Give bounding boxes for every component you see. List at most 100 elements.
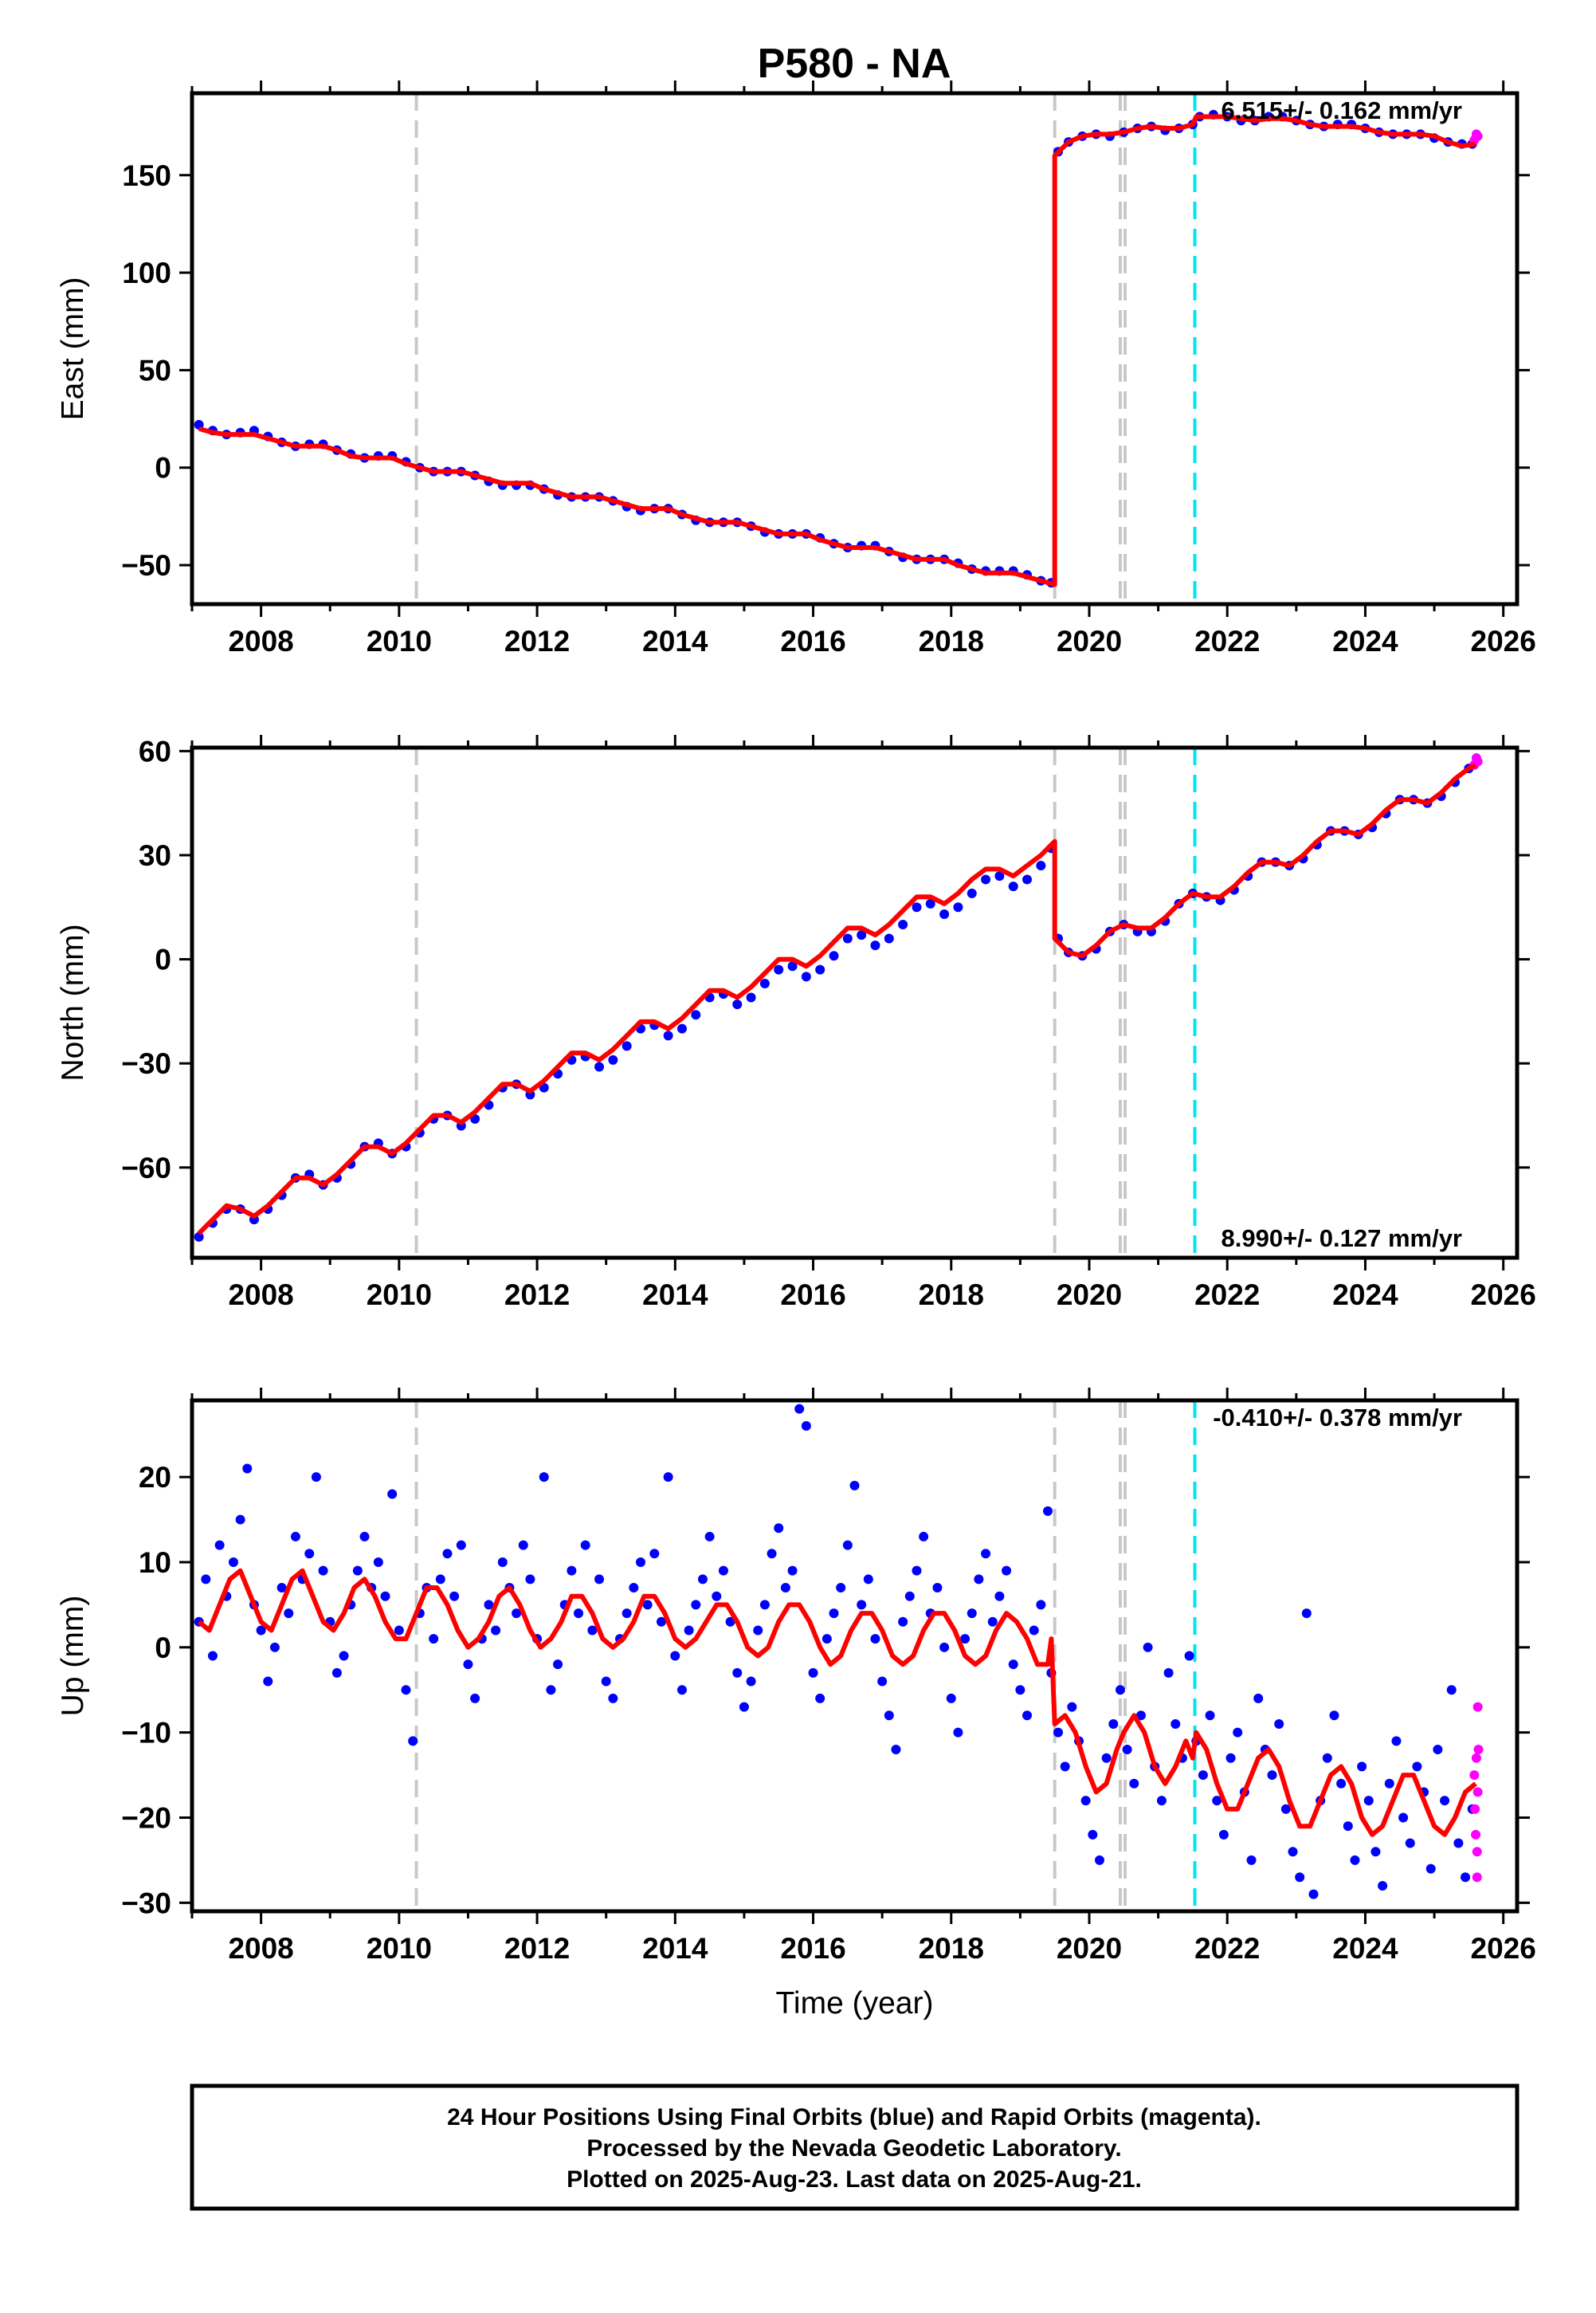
up-final-point-88: [801, 1421, 811, 1431]
up-final-point-157: [1274, 1718, 1284, 1729]
north-final-point-35: [676, 1023, 687, 1034]
up-final-point-80: [746, 1676, 756, 1687]
north-final-point-30: [608, 1054, 618, 1065]
up-y-tick-label-5: 20: [139, 1461, 171, 1494]
up-final-point-148: [1212, 1796, 1222, 1806]
up-rapid-point-8: [1473, 1745, 1484, 1755]
up-final-point-60: [608, 1693, 618, 1703]
up-final-point-75: [712, 1591, 722, 1601]
up-final-point-97: [863, 1574, 873, 1585]
east-y-tick-label-0: −50: [121, 549, 171, 582]
figure-title: P580 - NA: [758, 41, 951, 87]
up-final-point-40: [470, 1693, 480, 1703]
up-final-point-130: [1088, 1829, 1098, 1840]
up-final-point-26: [373, 1557, 383, 1567]
east-plot-area: [194, 93, 1483, 604]
up-final-point-87: [794, 1404, 805, 1414]
north-final-point-58: [994, 871, 1005, 882]
east-x-tick-label-2024: 2024: [1332, 625, 1398, 658]
up-final-point-65: [642, 1600, 653, 1610]
up-final-point-183: [1453, 1838, 1464, 1848]
up-final-point-92: [829, 1608, 839, 1619]
north-final-point-47: [842, 933, 853, 944]
up-final-point-153: [1246, 1855, 1257, 1865]
up-final-point-158: [1280, 1804, 1291, 1814]
east-y-tick-label-2: 50: [139, 354, 171, 387]
up-rapid-point-0: [1469, 1770, 1480, 1781]
up-final-point-17: [311, 1472, 321, 1482]
up-final-point-116: [994, 1591, 1005, 1601]
up-final-point-102: [898, 1616, 908, 1627]
up-final-point-159: [1288, 1847, 1298, 1857]
up-final-point-48: [525, 1574, 535, 1585]
north-rate-text: 8.990+/- 0.127 mm/yr: [1222, 1224, 1462, 1252]
up-final-point-66: [649, 1549, 660, 1559]
north-y-axis-label: North (mm): [56, 924, 90, 1081]
up-final-point-164: [1322, 1753, 1332, 1763]
up-final-point-27: [380, 1591, 390, 1601]
up-final-point-86: [787, 1565, 798, 1576]
up-final-point-9: [256, 1625, 266, 1636]
up-final-point-144: [1184, 1651, 1194, 1661]
up-final-point-89: [808, 1667, 818, 1678]
up-final-point-125: [1053, 1727, 1064, 1738]
up-final-point-96: [857, 1600, 867, 1610]
north-x-tick-label-2026: 2026: [1471, 1278, 1536, 1311]
up-final-point-121: [1029, 1625, 1039, 1636]
up-panel: 2008 2010 2012 2014 2016 2018 2020 2022 2024 2026…: [56, 1388, 1536, 2020]
up-final-point-166: [1336, 1778, 1347, 1789]
up-final-point-147: [1205, 1710, 1215, 1721]
up-rapid-point-6: [1472, 1702, 1483, 1712]
north-final-point-29: [594, 1062, 605, 1072]
up-final-point-136: [1129, 1778, 1139, 1789]
up-x-axis-label: Time (year): [776, 1986, 934, 2020]
up-final-point-47: [518, 1540, 528, 1550]
up-rapid-point-3: [1471, 1753, 1481, 1763]
up-final-point-174: [1391, 1736, 1402, 1746]
up-final-point-12: [276, 1583, 287, 1593]
up-x-tick-label-2016: 2016: [780, 1932, 845, 1965]
east-x-tick-label-2026: 2026: [1471, 625, 1536, 658]
north-final-point-46: [829, 951, 839, 961]
up-y-tick-label-1: −20: [121, 1801, 171, 1834]
east-rapid-point-2: [1472, 131, 1483, 141]
north-final-point-36: [691, 1010, 701, 1020]
up-final-point-149: [1218, 1829, 1229, 1840]
up-final-point-110: [953, 1727, 963, 1738]
north-final-point-53: [925, 898, 935, 909]
north-final-point-59: [1008, 882, 1018, 892]
up-final-point-56: [580, 1540, 590, 1550]
up-final-point-91: [822, 1634, 832, 1644]
up-final-point-161: [1301, 1608, 1312, 1619]
up-final-point-177: [1412, 1761, 1422, 1772]
up-final-point-132: [1101, 1753, 1112, 1763]
up-final-point-3: [214, 1540, 225, 1550]
north-final-point-51: [898, 920, 908, 930]
up-final-point-103: [904, 1591, 915, 1601]
up-final-point-6: [235, 1514, 245, 1525]
up-final-point-51: [546, 1685, 556, 1695]
up-final-point-169: [1357, 1761, 1367, 1772]
up-final-point-184: [1461, 1872, 1471, 1883]
north-final-point-60: [1022, 874, 1033, 885]
up-final-point-34: [429, 1634, 439, 1644]
up-final-point-94: [842, 1540, 853, 1550]
up-final-point-67: [656, 1616, 666, 1627]
up-final-point-54: [567, 1565, 577, 1576]
up-final-point-13: [284, 1608, 294, 1619]
up-final-point-76: [718, 1565, 728, 1576]
up-final-point-84: [774, 1523, 784, 1533]
east-y-tick-label-3: 100: [122, 257, 171, 289]
north-final-point-45: [815, 964, 825, 975]
up-final-point-69: [670, 1651, 680, 1661]
up-final-point-36: [442, 1549, 453, 1559]
north-x-tick-label-2008: 2008: [228, 1278, 293, 1311]
up-x-tick-label-2022: 2022: [1194, 1932, 1260, 1965]
east-y-tick-label-4: 150: [122, 159, 171, 192]
up-y-axis-label: Up (mm): [56, 1596, 90, 1717]
up-final-point-135: [1122, 1745, 1132, 1755]
up-x-tick-label-2012: 2012: [504, 1932, 570, 1965]
up-final-point-104: [912, 1565, 922, 1576]
north-final-point-49: [870, 941, 880, 951]
